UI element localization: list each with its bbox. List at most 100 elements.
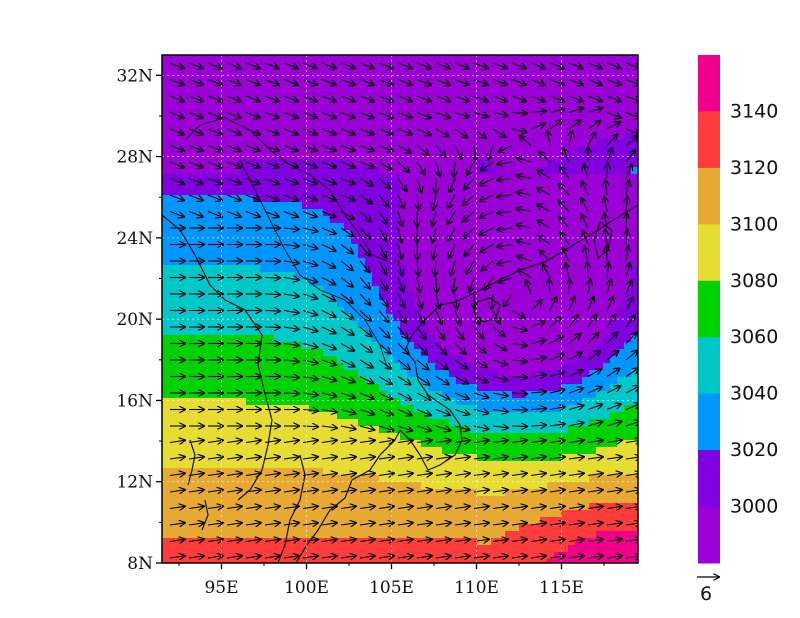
contour-cell: [162, 209, 170, 217]
contour-cell: [421, 293, 429, 301]
contour-cell: [344, 286, 352, 294]
contour-cell: [498, 83, 506, 91]
contour-cell: [533, 258, 541, 266]
contour-cell: [316, 370, 324, 378]
contour-cell: [491, 293, 499, 301]
contour-cell: [295, 545, 303, 553]
contour-cell: [372, 559, 380, 563]
contour-cell: [407, 524, 415, 532]
contour-cell: [253, 69, 261, 77]
contour-cell: [253, 258, 261, 266]
contour-cell: [505, 370, 513, 378]
contour-cell: [267, 272, 275, 280]
contour-cell: [183, 160, 191, 168]
contour-cell: [519, 258, 527, 266]
contour-cell: [316, 363, 324, 371]
contour-cell: [540, 559, 548, 563]
contour-cell: [491, 454, 499, 462]
contour-cell: [260, 132, 268, 140]
contour-cell: [617, 265, 625, 273]
contour-cell: [393, 349, 401, 357]
wind-arrow: [321, 62, 336, 68]
contour-cell: [225, 475, 233, 483]
contour-cell: [428, 377, 436, 385]
contour-cell: [176, 272, 184, 280]
contour-cell: [617, 531, 625, 539]
contour-cell: [631, 118, 638, 126]
contour-cell: [176, 335, 184, 343]
contour-cell: [456, 265, 464, 273]
contour-cell: [498, 335, 506, 343]
contour-cell: [526, 293, 534, 301]
contour-cell: [288, 251, 296, 259]
contour-cell: [512, 468, 520, 476]
contour-cell: [267, 377, 275, 385]
contour-cell: [449, 412, 457, 420]
contour-cell: [561, 447, 569, 455]
contour-cell: [330, 433, 338, 441]
contour-cell: [197, 202, 205, 210]
contour-cell: [365, 188, 373, 196]
contour-cell: [610, 83, 618, 91]
contour-cell: [190, 125, 198, 133]
contour-cell: [631, 363, 638, 371]
contour-cell: [372, 384, 380, 392]
contour-cell: [183, 167, 191, 175]
contour-cell: [260, 356, 268, 364]
contour-cell: [449, 426, 457, 434]
contour-cell: [295, 300, 303, 308]
contour-cell: [624, 398, 632, 406]
contour-cell: [582, 461, 590, 469]
contour-cell: [246, 335, 254, 343]
contour-cell: [526, 391, 534, 399]
contour-cell: [540, 223, 548, 231]
contour-cell: [526, 76, 534, 84]
contour-cell: [505, 475, 513, 483]
contour-cell: [358, 230, 366, 238]
contour-cell: [302, 314, 310, 322]
contour-cell: [428, 328, 436, 336]
contour-cell: [183, 83, 191, 91]
contour-cell: [428, 447, 436, 455]
contour-cell: [232, 461, 240, 469]
contour-cell: [617, 251, 625, 259]
contour-cell: [512, 440, 520, 448]
contour-cell: [624, 545, 632, 553]
contour-cell: [288, 55, 296, 63]
contour-cell: [274, 412, 282, 420]
contour-cell: [211, 433, 219, 441]
contour-cell: [533, 300, 541, 308]
contour-cell: [533, 559, 541, 563]
contour-cell: [302, 111, 310, 119]
contour-cell: [358, 482, 366, 490]
contour-cell: [190, 482, 198, 490]
contour-cell: [393, 489, 401, 497]
contour-cell: [176, 461, 184, 469]
contour-cell: [295, 447, 303, 455]
contour-cell: [505, 510, 513, 518]
contour-cell: [624, 174, 632, 182]
contour-cell: [169, 118, 177, 126]
contour-cell: [547, 426, 555, 434]
contour-cell: [519, 475, 527, 483]
contour-cell: [393, 314, 401, 322]
contour-cell: [596, 524, 604, 532]
contour-cell: [624, 139, 632, 147]
contour-cell: [302, 104, 310, 112]
contour-cell: [323, 482, 331, 490]
contour-cell: [372, 195, 380, 203]
contour-cell: [624, 307, 632, 315]
contour-cell: [386, 321, 394, 329]
contour-cell: [225, 300, 233, 308]
contour-cell: [169, 370, 177, 378]
contour-cell: [225, 363, 233, 371]
contour-cell: [533, 489, 541, 497]
contour-cell: [505, 237, 513, 245]
contour-cell: [253, 279, 261, 287]
contour-cell: [533, 398, 541, 406]
contour-cell: [400, 489, 408, 497]
contour-cell: [589, 461, 597, 469]
contour-cell: [428, 314, 436, 322]
contour-cell: [624, 342, 632, 350]
contour-cell: [288, 559, 296, 563]
